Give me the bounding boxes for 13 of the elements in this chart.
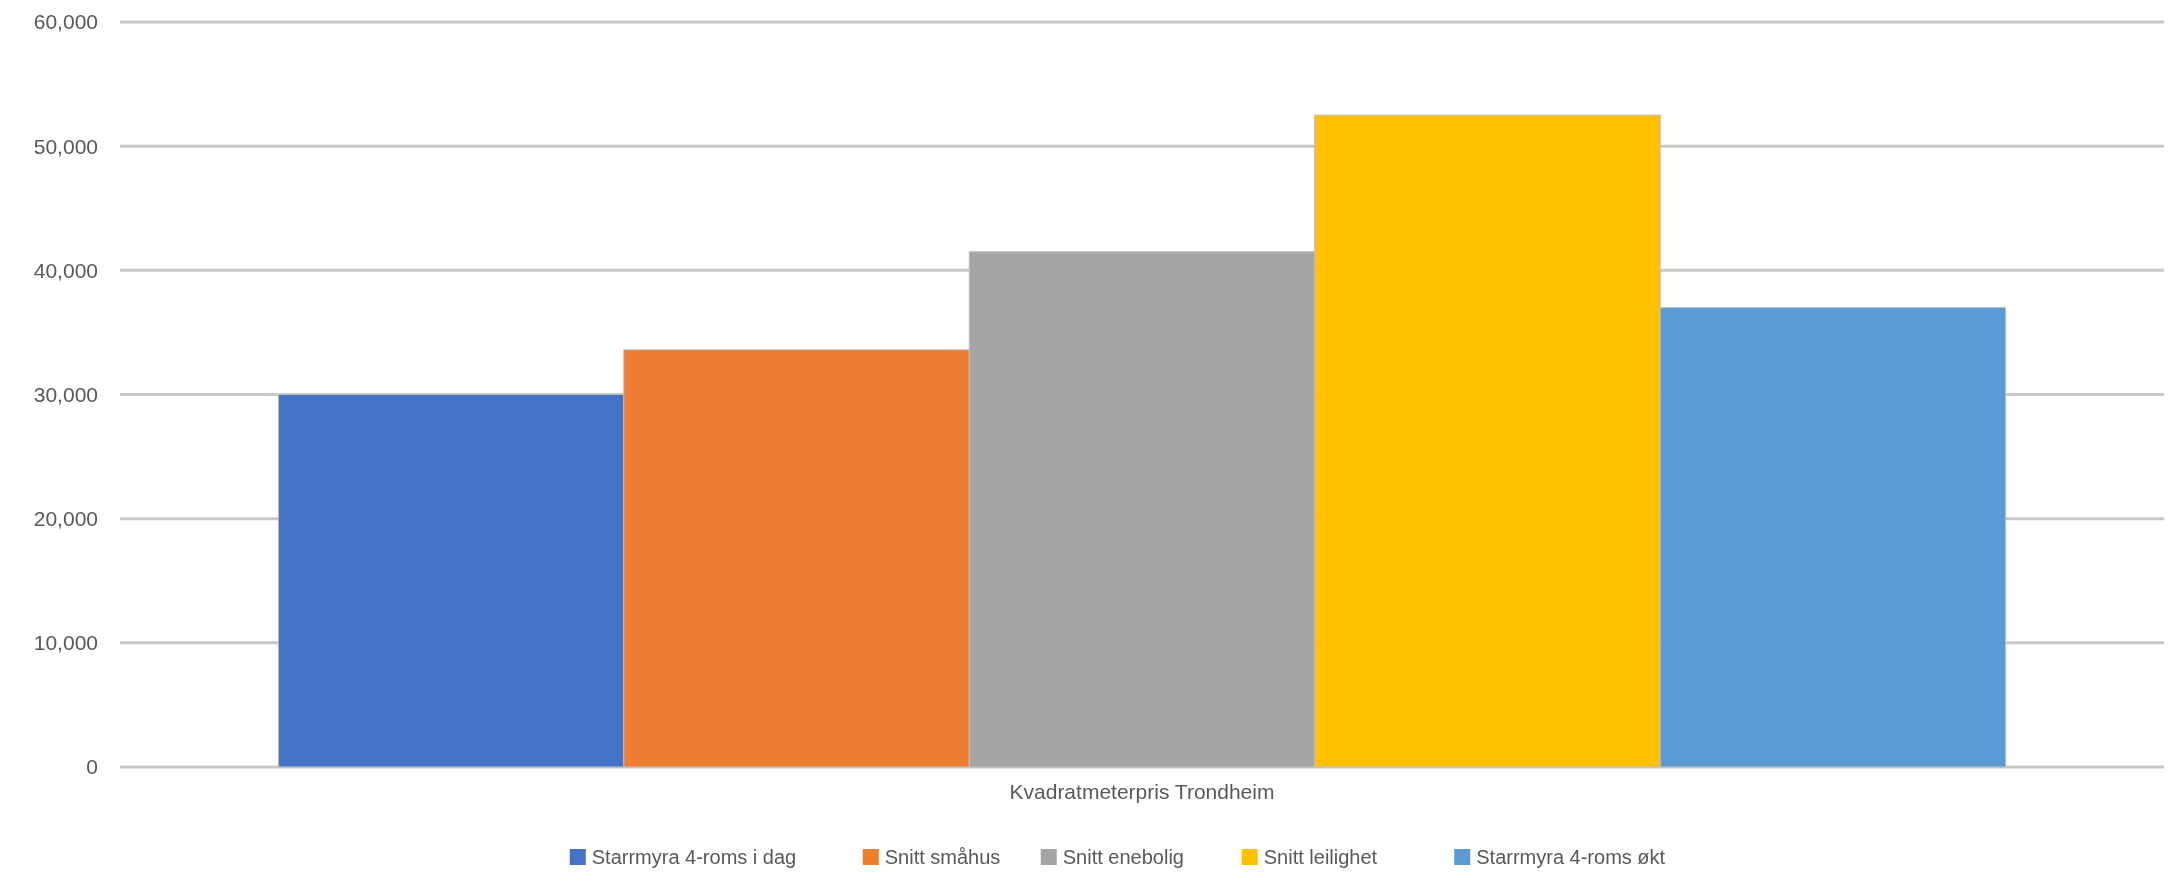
legend-label: Snitt leilighet — [1263, 846, 1378, 868]
y-tick-label: 10,000 — [33, 631, 98, 655]
y-tick-label: 50,000 — [33, 134, 98, 158]
y-tick-label: 60,000 — [33, 10, 98, 34]
y-tick-label: 0 — [86, 755, 98, 779]
legend-label: Snitt enebolig — [1062, 846, 1184, 868]
y-tick-label: 40,000 — [33, 258, 98, 282]
legend-label: Snitt småhus — [884, 846, 1001, 868]
y-tick-label: 30,000 — [33, 382, 98, 406]
x-tick-label: Kvadratmeterpris Trondheim — [1009, 780, 1275, 803]
legend-label: Starrmyra 4-roms i dag — [591, 846, 797, 868]
y-tick-label: 20,000 — [33, 507, 98, 531]
legend-label: Starrmyra 4-roms økt — [1476, 846, 1666, 868]
